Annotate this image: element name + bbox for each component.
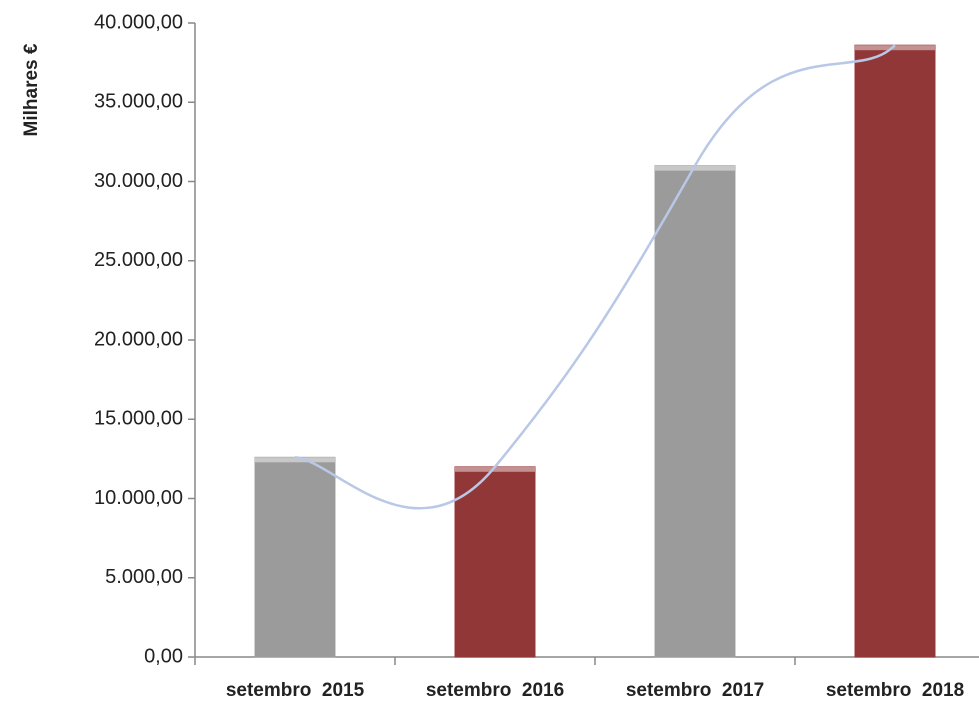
x-tick-label: setembro 2017 [626, 680, 764, 701]
y-tick-label: 40.000,00 [94, 11, 183, 33]
x-tick-label: setembro 2018 [826, 680, 964, 701]
y-tick-label: 0,00 [144, 645, 183, 667]
y-axis-title: Milhares € [21, 43, 42, 136]
bar-cap [855, 45, 935, 51]
y-tick-label: 25.000,00 [94, 249, 183, 271]
x-tick-label: setembro 2016 [426, 680, 564, 701]
bar-cap [455, 466, 535, 472]
y-tick-label: 35.000,00 [94, 91, 183, 113]
y-tick-label: 20.000,00 [94, 328, 183, 350]
bar-cap [255, 457, 335, 463]
y-tick-label: 5.000,00 [105, 566, 183, 588]
trend-line [294, 44, 896, 510]
y-tick-label: 30.000,00 [94, 170, 183, 192]
bar [654, 165, 736, 658]
bar [454, 466, 536, 658]
x-tick-label: setembro 2015 [226, 680, 365, 701]
y-tick-label: 15.000,00 [94, 408, 183, 430]
bar [854, 44, 936, 658]
y-tick-label: 10.000,00 [94, 487, 183, 509]
bar [254, 456, 336, 658]
